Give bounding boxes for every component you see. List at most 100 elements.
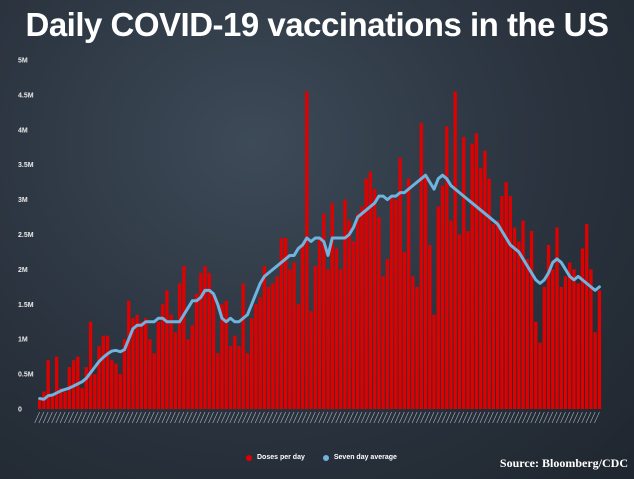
legend-swatch-average	[322, 454, 329, 461]
x-tick-mark	[466, 411, 473, 424]
x-tick-mark	[522, 411, 528, 424]
bar-doses	[283, 237, 288, 409]
bar-doses	[534, 321, 538, 409]
y-tick-label: 2M	[18, 267, 28, 274]
bar-doses	[84, 367, 88, 409]
bar-doses	[38, 398, 42, 409]
bar-doses	[190, 325, 194, 409]
x-tick-mark	[242, 411, 248, 424]
x-tick-mark	[293, 411, 299, 424]
x-tick-mark	[399, 411, 405, 424]
bar-doses	[377, 217, 381, 409]
bar-doses	[474, 133, 479, 410]
x-tick-mark	[187, 411, 193, 424]
x-tick-mark	[170, 411, 176, 424]
x-tick-mark	[191, 411, 197, 424]
bar-doses	[525, 258, 529, 409]
x-tick-mark	[547, 411, 554, 424]
x-tick-mark	[178, 411, 185, 424]
bar-doses	[101, 335, 105, 409]
x-tick-mark	[594, 411, 600, 424]
x-tick-mark	[263, 411, 269, 424]
x-tick-mark	[420, 411, 426, 424]
x-tick-mark	[157, 411, 163, 424]
y-tick-label: 3M	[18, 197, 28, 204]
legend: Doses per day Seven day average	[246, 454, 397, 461]
x-tick-mark	[560, 411, 566, 424]
bar-doses	[59, 388, 63, 409]
x-tick-mark	[449, 411, 456, 424]
x-tick-mark	[551, 411, 558, 424]
y-tick-label: 4M	[18, 127, 28, 134]
chart-title: Daily COVID-19 vaccinations in the US	[25, 6, 609, 43]
bar-doses	[517, 241, 521, 409]
bar-doses	[368, 171, 373, 409]
x-tick-mark	[458, 411, 464, 424]
x-tick-mark	[577, 411, 583, 424]
bar-doses	[381, 276, 385, 409]
x-tick-mark	[297, 411, 303, 424]
bar-doses	[199, 272, 203, 409]
bar-doses	[483, 150, 487, 410]
bar-doses	[373, 189, 377, 409]
x-tick-mark	[47, 411, 53, 424]
bar-doses	[360, 206, 364, 409]
x-tick-mark	[335, 411, 342, 424]
bar-doses	[593, 332, 597, 409]
x-tick-mark	[326, 411, 333, 424]
x-tick-mark	[428, 411, 435, 424]
bar-doses	[148, 339, 152, 409]
y-tick-label: 0.5M	[18, 372, 34, 379]
bar-doses	[63, 391, 67, 409]
x-tick-mark	[526, 411, 532, 424]
x-tick-mark	[301, 411, 308, 424]
bar-doses	[313, 265, 317, 409]
x-tick-mark	[369, 411, 375, 424]
x-tick-mark	[131, 411, 138, 424]
x-tick-mark	[331, 411, 337, 424]
bar-doses	[559, 286, 563, 409]
x-tick-mark	[585, 411, 592, 424]
bar-doses	[275, 276, 279, 409]
x-tick-mark	[276, 411, 282, 424]
bar-doses	[160, 304, 165, 409]
x-tick-mark	[534, 411, 541, 424]
bar-doses	[165, 290, 169, 409]
x-tick-mark	[114, 411, 121, 424]
bar-doses	[555, 227, 559, 409]
bar-doses	[339, 269, 343, 409]
bar-doses	[347, 220, 351, 409]
bar-doses	[542, 286, 546, 409]
x-tick-mark	[250, 411, 257, 424]
bar-doses	[423, 175, 428, 409]
x-tick-mark	[424, 411, 431, 424]
x-tick-mark	[441, 411, 448, 424]
bar-doses	[220, 304, 224, 409]
x-tick-mark	[445, 411, 452, 424]
y-tick-label: 3.5M	[18, 162, 34, 169]
bar-doses	[114, 363, 118, 409]
bar-doses	[563, 276, 568, 409]
bar-doses	[118, 374, 122, 409]
bar-doses	[364, 178, 368, 409]
bar-doses	[356, 213, 360, 409]
x-tick-mark	[136, 411, 142, 424]
x-tick-mark	[471, 411, 477, 424]
x-tick-mark	[500, 411, 507, 424]
bar-doses	[491, 224, 496, 409]
bar-doses	[568, 262, 572, 409]
x-tick-mark	[352, 411, 358, 424]
x-tick-mark	[543, 411, 549, 424]
bar-doses	[597, 290, 602, 409]
x-tick-mark	[212, 411, 219, 424]
x-tick-mark	[348, 411, 354, 424]
x-tick-mark	[394, 411, 401, 424]
x-tick-mark	[356, 411, 363, 424]
x-tick-mark	[314, 411, 320, 424]
x-tick-mark	[589, 411, 596, 424]
bar-doses	[551, 269, 555, 409]
bar-doses	[406, 178, 411, 409]
y-tick-label: 4.5M	[18, 92, 34, 99]
bar-doses	[177, 283, 182, 409]
